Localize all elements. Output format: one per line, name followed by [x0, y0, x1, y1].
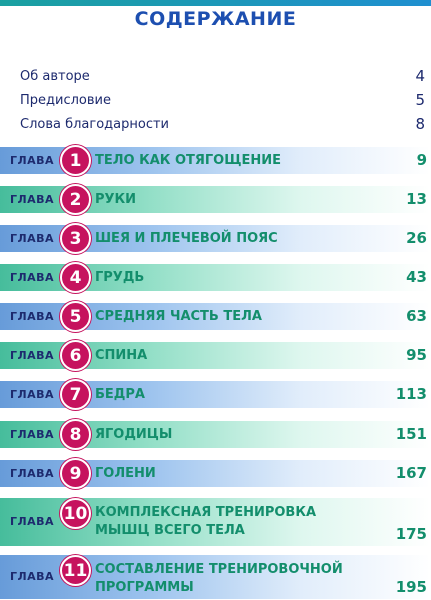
chapter-title: ЯГОДИЦЫ [95, 426, 172, 444]
chapter-title-line: СПИНА [95, 348, 148, 363]
chapter-label: ГЛАВА [10, 310, 55, 323]
chapter-title-line: ТЕЛО КАК ОТЯГОЩЕНИЕ [95, 153, 281, 168]
chapter-title-line: КОМПЛЕКСНАЯ ТРЕНИРОВКА [95, 505, 317, 520]
chapter-row-4[interactable]: ГЛАВА 4 ГРУДЬ 43 [0, 262, 431, 293]
chapter-title: ГРУДЬ [95, 269, 144, 287]
chapter-page-number: 113 [395, 385, 427, 403]
entry-label: Слова благодарности [20, 117, 170, 132]
chapter-label: ГЛАВА [10, 193, 55, 206]
chapter-page-number: 9 [416, 151, 427, 169]
toc-intro-entry[interactable]: Об авторе 4 [20, 67, 429, 87]
chapter-row-5[interactable]: ГЛАВА 5 СРЕДНЯЯ ЧАСТЬ ТЕЛА 63 [0, 301, 431, 332]
chapter-label: ГЛАВА [10, 232, 55, 245]
chapter-row-2[interactable]: ГЛАВА 2 РУКИ 13 [0, 184, 431, 215]
chapter-number-badge: 8 [60, 419, 91, 450]
chapter-page-number: 26 [406, 229, 427, 247]
chapter-page-number: 167 [395, 464, 427, 482]
chapter-title-line: СОСТАВЛЕНИЕ ТРЕНИРОВОЧНОЙ [95, 562, 343, 577]
chapter-row-10[interactable]: ГЛАВА 10 КОМПЛЕКСНАЯ ТРЕНИРОВКА МЫШЦ ВСЕГО … [0, 498, 431, 546]
chapter-number-badge: 9 [60, 458, 91, 489]
chapter-title-line: ПРОГРАММЫ [95, 580, 194, 595]
chapter-row-11[interactable]: ГЛАВА 11 СОСТАВЛЕНИЕ ТРЕНИРОВОЧНОЙ ПРОГРАММ… [0, 555, 431, 599]
toc-intro-entry[interactable]: Предисловие 5 [20, 91, 429, 111]
chapter-title-line: СРЕДНЯЯ ЧАСТЬ ТЕЛА [95, 309, 262, 324]
chapter-title: РУКИ [95, 191, 136, 209]
chapter-page-number: 63 [406, 307, 427, 325]
chapter-page-number: 151 [395, 425, 427, 443]
chapter-title: ШЕЯ И ПЛЕЧЕВОЙ ПОЯС [95, 230, 278, 248]
chapter-page-number: 195 [395, 578, 427, 596]
entry-label: Об авторе [20, 69, 90, 84]
chapter-title: БЕДРА [95, 386, 145, 404]
chapter-number-badge: 7 [60, 379, 91, 410]
chapter-title-line: МЫШЦ ВСЕГО ТЕЛА [95, 523, 245, 538]
chapter-title: ГОЛЕНИ [95, 465, 156, 483]
chapter-label: ГЛАВА [10, 570, 55, 583]
entry-label: Предисловие [20, 93, 111, 108]
chapter-title-line: ШЕЯ И ПЛЕЧЕВОЙ ПОЯС [95, 231, 278, 246]
entry-page-number: 5 [415, 91, 425, 109]
chapter-label: ГЛАВА [10, 428, 55, 441]
chapter-title: СПИНА [95, 347, 147, 365]
chapter-number-badge: 11 [60, 555, 91, 586]
chapter-number-badge: 6 [60, 340, 91, 371]
chapter-page-number: 43 [406, 268, 427, 286]
chapter-row-9[interactable]: ГЛАВА 9 ГОЛЕНИ 167 [0, 458, 431, 489]
chapter-number-badge: 10 [60, 498, 91, 529]
chapter-title-line: РУКИ [95, 192, 137, 207]
chapter-title: СОСТАВЛЕНИЕ ТРЕНИРОВОЧНОЙ ПРОГРАММЫ [95, 561, 343, 597]
chapter-title-line: ГОЛЕНИ [95, 466, 156, 481]
chapter-title-line: ГРУДЬ [95, 270, 145, 285]
top-accent-bar [0, 0, 431, 6]
chapter-row-8[interactable]: ГЛАВА 8 ЯГОДИЦЫ 151 [0, 419, 431, 450]
page-title: СОДЕРЖАНИЕ [134, 8, 297, 30]
chapter-row-7[interactable]: ГЛАВА 7 БЕДРА 113 [0, 379, 431, 410]
chapter-number-badge: 2 [60, 184, 91, 215]
chapter-title: ТЕЛО КАК ОТЯГОЩЕНИЕ [95, 152, 281, 170]
chapter-title: СРЕДНЯЯ ЧАСТЬ ТЕЛА [95, 308, 262, 326]
chapter-label: ГЛАВА [10, 388, 55, 401]
entry-page-number: 4 [415, 67, 425, 85]
chapter-number-badge: 1 [60, 145, 91, 176]
chapter-row-3[interactable]: ГЛАВА 3 ШЕЯ И ПЛЕЧЕВОЙ ПОЯС 26 [0, 223, 431, 254]
chapter-number-badge: 5 [60, 301, 91, 332]
chapter-title-line: ЯГОДИЦЫ [95, 427, 173, 442]
chapter-number-badge: 3 [60, 223, 91, 254]
chapter-label: ГЛАВА [10, 515, 55, 528]
chapter-number-badge: 4 [60, 262, 91, 293]
chapter-row-6[interactable]: ГЛАВА 6 СПИНА 95 [0, 340, 431, 371]
entry-page-number: 8 [415, 115, 425, 133]
toc-intro-entry[interactable]: Слова благодарности 8 [20, 115, 429, 135]
chapter-title: КОМПЛЕКСНАЯ ТРЕНИРОВКА МЫШЦ ВСЕГО ТЕЛА [95, 504, 316, 540]
chapter-page-number: 175 [395, 525, 427, 543]
chapter-label: ГЛАВА [10, 467, 55, 480]
chapter-row-1[interactable]: ГЛАВА 1 ТЕЛО КАК ОТЯГОЩЕНИЕ 9 [0, 145, 431, 176]
chapter-label: ГЛАВА [10, 154, 55, 167]
chapter-page-number: 13 [406, 190, 427, 208]
chapter-label: ГЛАВА [10, 349, 55, 362]
chapter-label: ГЛАВА [10, 271, 55, 284]
chapter-title-line: БЕДРА [95, 387, 145, 402]
chapter-page-number: 95 [406, 346, 427, 364]
